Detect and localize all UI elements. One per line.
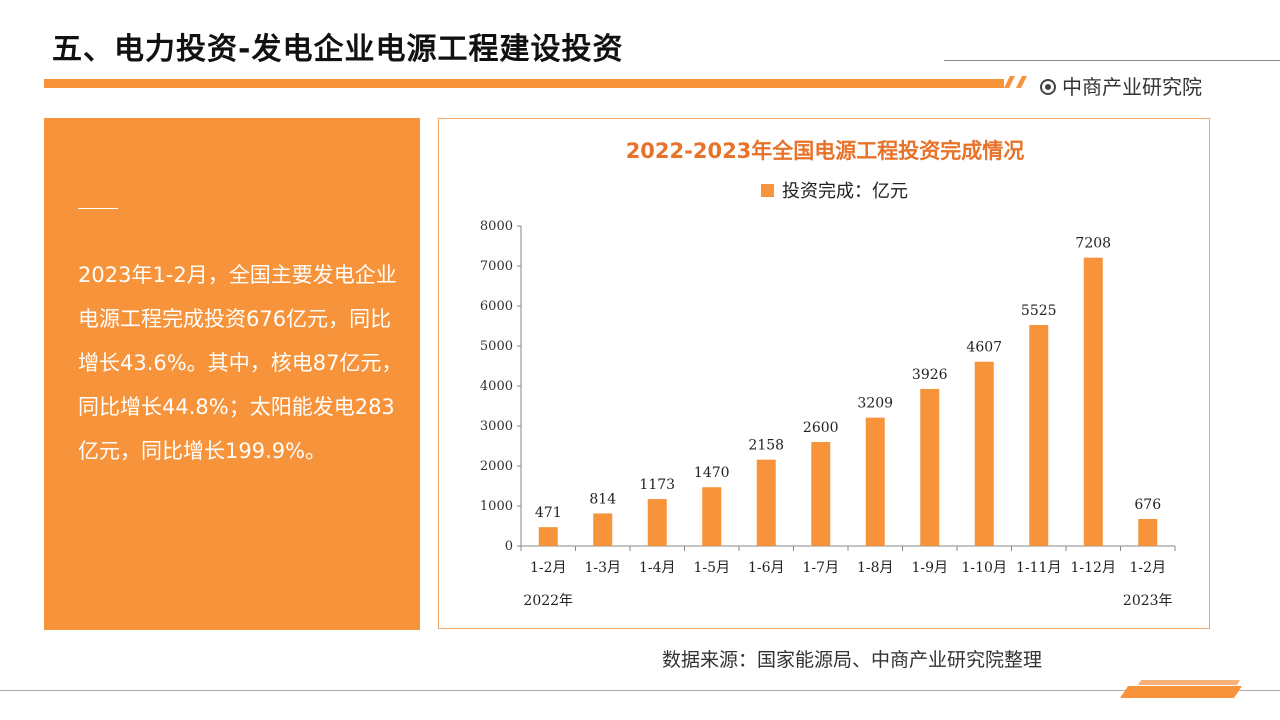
- brand-name: 中商产业研究院: [1062, 75, 1202, 99]
- target-icon: [1040, 78, 1056, 95]
- data-label: 2158: [748, 438, 784, 454]
- x-tick-label: 1-3月: [584, 560, 621, 576]
- x-tick-label: 1-2月: [530, 560, 567, 576]
- x-tick-label: 1-5月: [693, 560, 730, 576]
- x-tick-label: 1-11月: [1016, 560, 1061, 576]
- y-tick-label: 6000: [480, 299, 513, 314]
- bar-chart: 0 1000 2000 3000 4000 5000 6000 7000 8000 471 1-2月…: [480, 219, 1176, 609]
- y-tick-label: 8000: [480, 219, 513, 234]
- bar: [593, 513, 613, 546]
- x-tick-label: 1-4月: [639, 560, 676, 576]
- y-tick-label: 2000: [480, 459, 513, 474]
- bar: [1083, 257, 1103, 546]
- data-label: 814: [589, 491, 616, 507]
- y-tick-label: 3000: [480, 419, 513, 434]
- bar: [1029, 325, 1049, 546]
- data-label: 676: [1134, 497, 1161, 513]
- data-label: 471: [535, 505, 562, 521]
- data-label: 5525: [1021, 303, 1057, 319]
- y-tick-label: 7000: [480, 259, 513, 274]
- y-tick-label: 1000: [480, 499, 513, 514]
- data-label: 2600: [803, 420, 839, 436]
- summary-panel: 2023年1-2月，全国主要发电企业电源工程完成投资676亿元，同比增长43.6…: [44, 118, 420, 630]
- data-label: 4607: [966, 340, 1002, 356]
- x-tick-label: 1-7月: [802, 560, 839, 576]
- x-tick-label: 1-8月: [857, 560, 894, 576]
- footer-line: [0, 690, 1280, 691]
- data-label: 3209: [857, 396, 893, 412]
- page-title: 五、电力投资-发电企业电源工程建设投资: [52, 32, 624, 67]
- chart-title: 2022-2023年全国电源工程投资完成情况: [625, 139, 1025, 163]
- legend-swatch: [761, 183, 774, 197]
- bar: [702, 487, 722, 546]
- bar: [756, 459, 776, 546]
- panel-divider: [78, 208, 118, 209]
- year-label: 2022年: [523, 593, 573, 609]
- bar: [538, 527, 558, 546]
- y-tick-label: 5000: [480, 339, 513, 354]
- bar: [865, 417, 885, 546]
- y-tick-label: 0: [505, 539, 513, 554]
- data-label: 1173: [639, 477, 675, 493]
- summary-text: 2023年1-2月，全国主要发电企业电源工程完成投资676亿元，同比增长43.6…: [78, 263, 403, 463]
- x-tick-label: 1-6月: [748, 560, 785, 576]
- chart-container: 2022-2023年全国电源工程投资完成情况 投资完成：亿元 0 1000 2000…: [438, 118, 1210, 629]
- bar: [1138, 518, 1158, 546]
- bar: [811, 442, 831, 546]
- x-tick-label: 1-9月: [911, 560, 948, 576]
- bar: [920, 388, 940, 546]
- header-accent-bar: [44, 79, 1004, 88]
- data-label: 7208: [1075, 236, 1111, 252]
- chart-legend: 投资完成：亿元: [761, 177, 908, 203]
- brand-stripes-icon: [1004, 76, 1027, 88]
- legend-label: 投资完成：亿元: [782, 181, 908, 202]
- x-tick-label: 1-2月: [1129, 560, 1166, 576]
- data-source: 数据来源：国家能源局、中商产业研究院整理: [662, 649, 1043, 671]
- header-divider-line: [944, 60, 1280, 61]
- footer-stripes-icon: [1120, 680, 1242, 698]
- x-tick-label: 1-12月: [1071, 560, 1116, 576]
- brand-logo: 中商产业研究院: [1040, 71, 1202, 100]
- data-label: 1470: [694, 465, 730, 481]
- bar: [974, 361, 994, 546]
- y-tick-label: 4000: [480, 379, 513, 394]
- bar: [647, 499, 667, 546]
- year-label: 2023年: [1123, 593, 1173, 609]
- x-tick-label: 1-10月: [962, 560, 1007, 576]
- data-label: 3926: [912, 367, 948, 383]
